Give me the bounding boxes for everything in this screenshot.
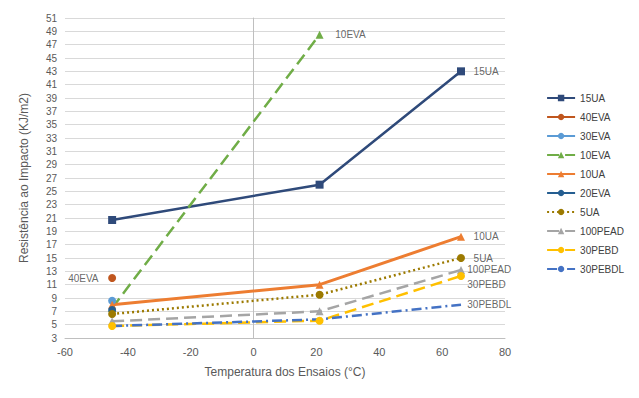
svg-text:10EVA: 10EVA (335, 29, 366, 40)
svg-text:-40: -40 (120, 346, 136, 358)
svg-text:5UA: 5UA (580, 207, 600, 218)
svg-text:5UA: 5UA (474, 253, 494, 264)
svg-text:21: 21 (46, 213, 58, 224)
svg-text:11: 11 (47, 279, 58, 290)
svg-text:25: 25 (46, 186, 58, 197)
svg-text:43: 43 (46, 66, 58, 77)
svg-text:40EVA: 40EVA (580, 112, 611, 123)
svg-text:23: 23 (46, 199, 58, 210)
svg-text:39: 39 (46, 93, 58, 104)
svg-text:49: 49 (46, 26, 58, 37)
svg-text:-60: -60 (57, 346, 73, 358)
svg-text:7: 7 (51, 306, 57, 317)
svg-text:20: 20 (310, 346, 322, 358)
svg-text:60: 60 (436, 346, 448, 358)
svg-text:47: 47 (46, 39, 58, 50)
svg-text:30EVA: 30EVA (580, 131, 611, 142)
svg-text:17: 17 (46, 239, 58, 250)
svg-text:100PEAD: 100PEAD (580, 226, 624, 237)
svg-text:80: 80 (499, 346, 511, 358)
svg-text:5: 5 (51, 319, 57, 330)
svg-text:30PEBDL: 30PEBDL (467, 299, 511, 310)
svg-text:Temperatura dos Ensaios (°C): Temperatura dos Ensaios (°C) (205, 365, 366, 379)
svg-text:13: 13 (46, 266, 58, 277)
svg-text:9: 9 (51, 293, 57, 304)
svg-text:15UA: 15UA (580, 93, 605, 104)
svg-text:10UA: 10UA (580, 169, 605, 180)
svg-text:19: 19 (46, 226, 58, 237)
svg-text:15: 15 (46, 253, 58, 264)
svg-text:27: 27 (46, 173, 58, 184)
svg-text:100PEAD: 100PEAD (467, 264, 511, 275)
svg-text:51: 51 (46, 13, 58, 24)
svg-text:15UA: 15UA (474, 66, 499, 77)
svg-text:40: 40 (373, 346, 385, 358)
svg-text:0: 0 (251, 346, 257, 358)
svg-text:10UA: 10UA (474, 231, 499, 242)
svg-text:-20: -20 (183, 346, 199, 358)
svg-text:45: 45 (46, 53, 58, 64)
svg-text:30PEBD: 30PEBD (467, 279, 505, 290)
svg-text:20EVA: 20EVA (580, 188, 611, 199)
svg-text:30PEBD: 30PEBD (580, 245, 618, 256)
svg-text:41: 41 (46, 79, 58, 90)
svg-text:30PEBDL: 30PEBDL (580, 264, 624, 275)
svg-text:40EVA: 40EVA (68, 273, 99, 284)
svg-text:37: 37 (46, 106, 58, 117)
svg-text:Resistência ao Impacto (KJ/m2): Resistência ao Impacto (KJ/m2) (17, 93, 31, 263)
svg-text:3: 3 (51, 333, 57, 344)
svg-text:33: 33 (46, 133, 58, 144)
svg-text:10EVA: 10EVA (580, 150, 611, 161)
svg-text:31: 31 (46, 146, 58, 157)
svg-text:35: 35 (46, 119, 58, 130)
svg-text:29: 29 (46, 159, 58, 170)
